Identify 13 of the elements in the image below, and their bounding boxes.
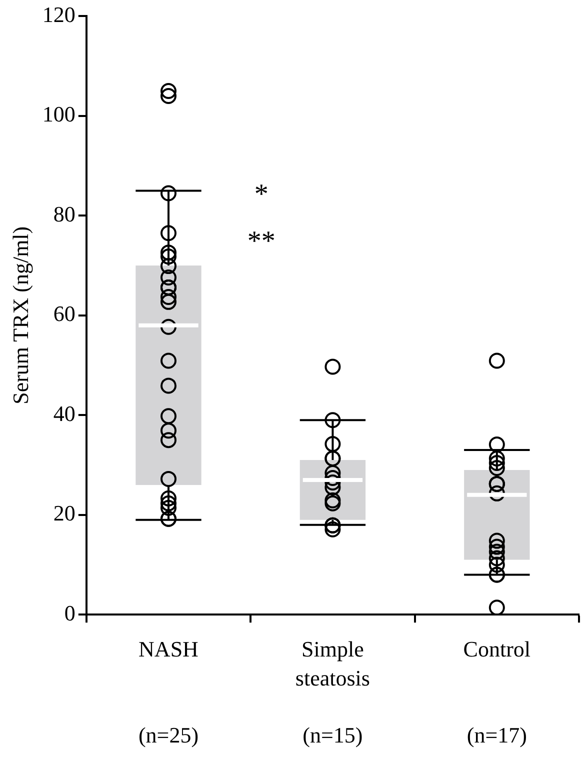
y-tick-label: 40: [53, 400, 76, 426]
category-label: Simple steatosis (n=15): [295, 636, 370, 748]
category-label: NASH (n=25): [138, 636, 199, 748]
y-tick-label: 120: [42, 2, 76, 27]
y-tick-label: 60: [53, 301, 76, 326]
annotation: **: [247, 226, 276, 258]
y-axis-title: Serum TRX (ng/ml): [8, 226, 33, 404]
y-tick-label: 0: [64, 600, 76, 626]
y-tick-label: 20: [53, 500, 76, 526]
y-tick-label: 80: [53, 201, 76, 226]
y-tick-label: 100: [42, 102, 76, 127]
annotation: *: [254, 179, 268, 210]
category-label: Control (n=17): [463, 636, 531, 748]
